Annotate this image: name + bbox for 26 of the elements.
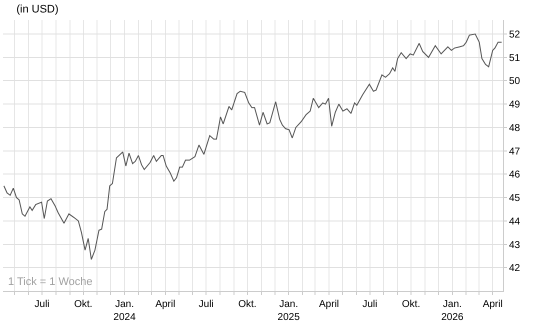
y-tick-label: 44 — [509, 216, 521, 228]
x-tick-label: Jan. 2026 — [441, 299, 464, 323]
y-tick-label: 48 — [509, 122, 521, 134]
x-tick-label: April — [482, 299, 503, 310]
x-tick-label: Okt. — [238, 299, 257, 310]
x-tick-label: Okt. — [74, 299, 92, 310]
y-tick-label: 45 — [509, 193, 521, 204]
x-tick-label: Juli — [362, 299, 378, 310]
y-tick-label: 43 — [509, 240, 521, 251]
x-tick-label: Jan. 2025 — [278, 299, 300, 323]
y-tick-label: 42 — [509, 263, 521, 274]
y-tick-label: 46 — [509, 170, 521, 181]
y-tick-label: 51 — [509, 52, 521, 64]
line-series — [3, 34, 502, 260]
x-tick-label: Juli — [34, 299, 50, 310]
annotation: 1 Tick = 1 Woche — [8, 276, 92, 288]
x-tick-label: April — [319, 299, 340, 310]
x-tick-label: Okt. — [402, 299, 420, 310]
y-tick-label: 52 — [509, 30, 521, 41]
y-tick-label: 49 — [509, 100, 521, 111]
y-tick-label: 50 — [509, 76, 521, 88]
chart-title: (in USD) — [16, 4, 59, 16]
x-tick-label: Jan. 2024 — [113, 299, 136, 323]
y-tick-label: 47 — [509, 146, 521, 158]
x-tick-label: April — [155, 299, 176, 310]
x-tick-label: Juli — [198, 299, 214, 310]
